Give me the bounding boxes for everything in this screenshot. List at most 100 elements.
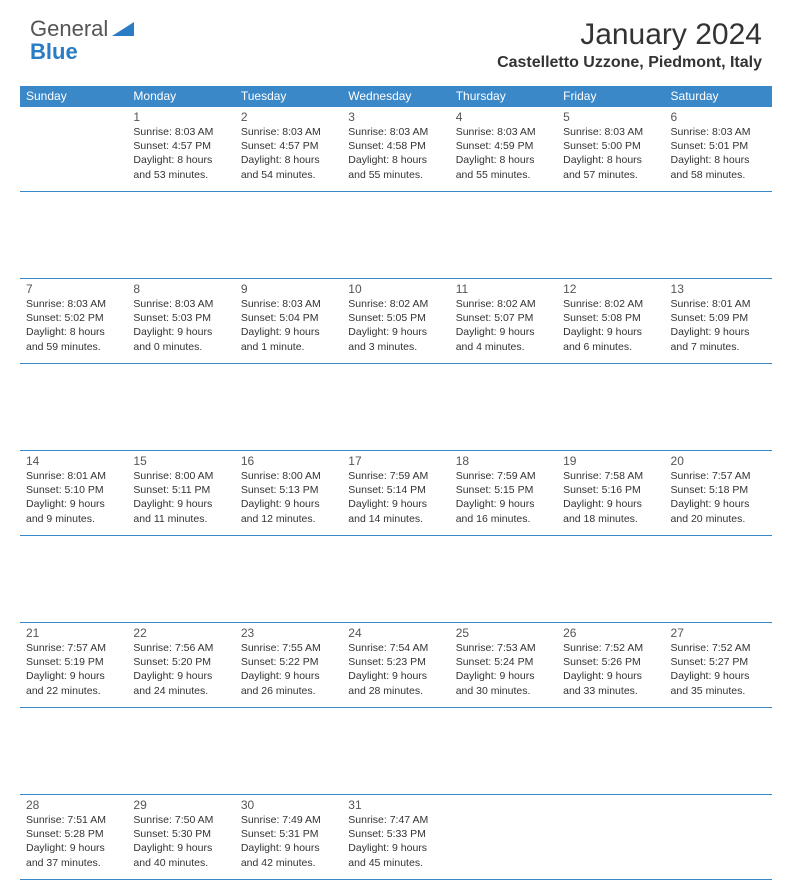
day-info-line: Sunrise: 8:01 AM <box>671 297 766 311</box>
calendar-day-cell: 7Sunrise: 8:03 AMSunset: 5:02 PMDaylight… <box>20 278 127 364</box>
week-gap-row <box>20 536 772 622</box>
calendar-day-cell: 13Sunrise: 8:01 AMSunset: 5:09 PMDayligh… <box>665 278 772 364</box>
day-info-line: and 24 minutes. <box>133 684 228 698</box>
day-number: 16 <box>241 454 336 468</box>
day-number: 26 <box>563 626 658 640</box>
day-info-line: Sunset: 5:10 PM <box>26 483 121 497</box>
logo-triangle-icon <box>112 22 134 41</box>
day-info-line: Daylight: 9 hours <box>563 669 658 683</box>
day-number: 2 <box>241 110 336 124</box>
day-number: 9 <box>241 282 336 296</box>
day-info-line: Sunrise: 8:02 AM <box>563 297 658 311</box>
day-number: 11 <box>456 282 551 296</box>
day-info-line: Daylight: 9 hours <box>563 325 658 339</box>
day-info-line: Sunrise: 8:03 AM <box>241 125 336 139</box>
day-info-line: Sunset: 5:19 PM <box>26 655 121 669</box>
day-info-line: and 18 minutes. <box>563 512 658 526</box>
day-info-line: and 28 minutes. <box>348 684 443 698</box>
calendar-day-cell: 5Sunrise: 8:03 AMSunset: 5:00 PMDaylight… <box>557 106 664 192</box>
day-info-line: Sunset: 5:01 PM <box>671 139 766 153</box>
calendar-day-cell: 11Sunrise: 8:02 AMSunset: 5:07 PMDayligh… <box>450 278 557 364</box>
day-info-line: Daylight: 9 hours <box>241 841 336 855</box>
day-info-line: and 53 minutes. <box>133 168 228 182</box>
day-info-line: Sunset: 5:24 PM <box>456 655 551 669</box>
logo: General Blue <box>30 18 134 64</box>
day-info-line: and 22 minutes. <box>26 684 121 698</box>
calendar-day-cell: 30Sunrise: 7:49 AMSunset: 5:31 PMDayligh… <box>235 794 342 880</box>
day-info-line: Sunrise: 7:53 AM <box>456 641 551 655</box>
calendar-day-cell: 12Sunrise: 8:02 AMSunset: 5:08 PMDayligh… <box>557 278 664 364</box>
calendar-week-row: 7Sunrise: 8:03 AMSunset: 5:02 PMDaylight… <box>20 278 772 364</box>
week-gap-row <box>20 708 772 794</box>
calendar-day-cell: 8Sunrise: 8:03 AMSunset: 5:03 PMDaylight… <box>127 278 234 364</box>
calendar-day-cell: 29Sunrise: 7:50 AMSunset: 5:30 PMDayligh… <box>127 794 234 880</box>
day-number: 13 <box>671 282 766 296</box>
day-number: 22 <box>133 626 228 640</box>
day-info-line: Sunset: 5:15 PM <box>456 483 551 497</box>
day-info-line: and 4 minutes. <box>456 340 551 354</box>
day-number: 3 <box>348 110 443 124</box>
calendar-day-cell: 14Sunrise: 8:01 AMSunset: 5:10 PMDayligh… <box>20 450 127 536</box>
day-info-line: and 54 minutes. <box>241 168 336 182</box>
day-info-line: Sunset: 5:02 PM <box>26 311 121 325</box>
day-info-line: Daylight: 9 hours <box>133 497 228 511</box>
calendar-day-cell: 15Sunrise: 8:00 AMSunset: 5:11 PMDayligh… <box>127 450 234 536</box>
calendar-day-cell: 18Sunrise: 7:59 AMSunset: 5:15 PMDayligh… <box>450 450 557 536</box>
calendar-empty-cell <box>450 794 557 880</box>
day-info-line: Sunrise: 8:01 AM <box>26 469 121 483</box>
calendar-day-cell: 16Sunrise: 8:00 AMSunset: 5:13 PMDayligh… <box>235 450 342 536</box>
day-info-line: and 59 minutes. <box>26 340 121 354</box>
day-info-line: Daylight: 9 hours <box>241 669 336 683</box>
day-number: 31 <box>348 798 443 812</box>
calendar-day-cell: 20Sunrise: 7:57 AMSunset: 5:18 PMDayligh… <box>665 450 772 536</box>
day-number: 6 <box>671 110 766 124</box>
day-header: Thursday <box>450 86 557 106</box>
day-info-line: Sunrise: 7:51 AM <box>26 813 121 827</box>
calendar-week-row: 14Sunrise: 8:01 AMSunset: 5:10 PMDayligh… <box>20 450 772 536</box>
day-number: 17 <box>348 454 443 468</box>
day-info-line: Sunset: 5:23 PM <box>348 655 443 669</box>
day-info-line: Sunrise: 7:59 AM <box>456 469 551 483</box>
day-number: 18 <box>456 454 551 468</box>
calendar-day-cell: 28Sunrise: 7:51 AMSunset: 5:28 PMDayligh… <box>20 794 127 880</box>
day-info-line: Sunset: 4:58 PM <box>348 139 443 153</box>
day-info-line: Sunrise: 7:52 AM <box>563 641 658 655</box>
day-info-line: and 6 minutes. <box>563 340 658 354</box>
day-info-line: Sunrise: 7:59 AM <box>348 469 443 483</box>
day-info-line: and 33 minutes. <box>563 684 658 698</box>
calendar-week-row: 21Sunrise: 7:57 AMSunset: 5:19 PMDayligh… <box>20 622 772 708</box>
calendar-header-row: SundayMondayTuesdayWednesdayThursdayFrid… <box>20 86 772 106</box>
day-info-line: Sunrise: 7:58 AM <box>563 469 658 483</box>
day-info-line: Sunset: 5:08 PM <box>563 311 658 325</box>
day-header: Monday <box>127 86 234 106</box>
day-info-line: Sunset: 5:11 PM <box>133 483 228 497</box>
day-header: Sunday <box>20 86 127 106</box>
day-info-line: and 45 minutes. <box>348 856 443 870</box>
day-info-line: Sunset: 4:59 PM <box>456 139 551 153</box>
day-info-line: Sunrise: 8:03 AM <box>133 125 228 139</box>
day-number: 28 <box>26 798 121 812</box>
day-number: 15 <box>133 454 228 468</box>
calendar-week-row: 28Sunrise: 7:51 AMSunset: 5:28 PM Dayligh… <box>20 794 772 880</box>
day-number: 30 <box>241 798 336 812</box>
calendar-day-cell: 25Sunrise: 7:53 AMSunset: 5:24 PMDayligh… <box>450 622 557 708</box>
day-info-line: Daylight: 9 hours <box>348 841 443 855</box>
day-info-line: Sunrise: 7:57 AM <box>26 641 121 655</box>
day-info-line: Daylight: 9 hours <box>241 325 336 339</box>
day-info-line: and 3 minutes. <box>348 340 443 354</box>
day-info-line: Sunset: 4:57 PM <box>133 139 228 153</box>
day-info-line: Sunrise: 8:03 AM <box>456 125 551 139</box>
calendar-day-cell: 2Sunrise: 8:03 AMSunset: 4:57 PMDaylight… <box>235 106 342 192</box>
header: General Blue January 2024 Castelletto Uz… <box>0 0 792 80</box>
day-info-line: Daylight: 9 hours <box>133 841 228 855</box>
day-info-line: Daylight: 8 hours <box>348 153 443 167</box>
calendar-day-cell: 10Sunrise: 8:02 AMSunset: 5:05 PMDayligh… <box>342 278 449 364</box>
day-info-line: Sunrise: 7:52 AM <box>671 641 766 655</box>
day-info-line: Sunset: 5:00 PM <box>563 139 658 153</box>
day-info-line: Sunset: 5:28 PM <box>26 827 121 841</box>
day-info-line: Sunset: 5:04 PM <box>241 311 336 325</box>
day-info-line: and 30 minutes. <box>456 684 551 698</box>
day-info-line: Sunset: 5:20 PM <box>133 655 228 669</box>
day-info-line: and 57 minutes. <box>563 168 658 182</box>
calendar-day-cell: 21Sunrise: 7:57 AMSunset: 5:19 PMDayligh… <box>20 622 127 708</box>
